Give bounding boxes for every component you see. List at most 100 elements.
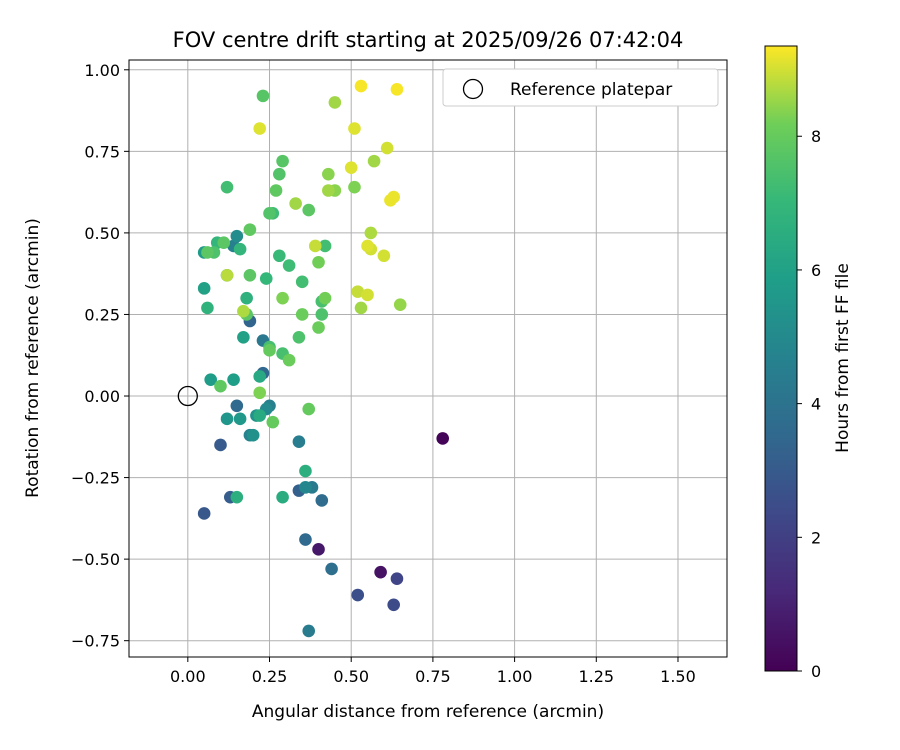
data-point [315,494,329,507]
data-point [292,435,306,448]
data-point [289,197,302,210]
data-point [233,242,247,256]
y-axis-ticks: −0.75 −0.50 −0.25 0.00 0.25 0.50 0.75 1.00 [71,61,129,651]
data-point [253,409,267,422]
data-point [269,184,283,197]
colorbar-tick-label: 8 [811,127,821,146]
colorbar-tick-label: 6 [811,261,821,280]
data-point [318,291,332,305]
colorbar-label: Hours from first FF file [833,263,853,453]
data-point [230,399,244,413]
data-point [233,412,247,426]
data-point [292,330,306,344]
data-point [387,190,400,204]
data-point [308,239,322,253]
data-point [312,543,325,556]
legend: Reference platepar [442,68,719,107]
data-point [276,490,289,504]
data-point [328,96,342,109]
data-point [237,330,250,344]
data-point [322,167,335,181]
data-point [299,481,312,494]
x-tick-label: 0.50 [333,667,369,686]
legend-entry-reference: Reference platepar [510,80,672,100]
data-point [220,412,234,426]
data-point [351,285,365,298]
data-point [374,565,387,579]
data-point [361,288,374,302]
y-tick-label: 0.00 [84,387,120,406]
data-point [276,154,289,168]
data-point [364,226,378,240]
x-tick-label: 1.50 [660,667,696,686]
data-point [390,572,404,586]
data-point [282,353,296,367]
y-tick-label: −0.75 [71,632,120,651]
data-point [302,624,316,638]
data-point [354,79,368,93]
data-point [380,141,394,155]
y-tick-label: −0.50 [71,550,120,569]
plot-frame [128,59,728,658]
data-point [197,507,211,520]
data-point [214,379,227,393]
data-point [315,308,329,321]
y-axis-label: Rotation from reference (arcmin) [23,218,43,498]
data-point [227,373,240,387]
data-point [220,269,234,282]
colorbar-tick-label: 0 [811,662,821,681]
data-point [273,249,286,263]
data-point [243,223,257,236]
x-tick-label: 1.25 [578,667,614,686]
data-point [197,282,211,295]
data-point [256,89,270,103]
y-tick-label: 1.00 [84,61,120,80]
reference-platepar-marker [177,385,198,407]
data-point [276,291,289,305]
data-point [348,122,361,135]
data-points [177,79,450,638]
data-point [263,344,276,357]
x-tick-label: 0.00 [170,667,206,686]
data-point [436,432,450,445]
y-tick-label: 0.75 [84,142,120,161]
data-point [273,167,286,181]
data-point [299,533,312,546]
data-point [312,321,325,334]
y-tick-label: 0.50 [84,224,120,243]
data-point [201,246,214,259]
colorbar-tick-label: 2 [811,528,821,547]
data-point [246,428,260,442]
data-point [204,373,217,387]
data-point [217,236,231,249]
data-point [282,259,296,272]
data-point [361,239,374,253]
data-point [302,203,316,217]
data-point [312,255,325,269]
data-point [377,249,391,263]
data-point [354,301,368,315]
data-point [295,308,309,321]
data-point [387,598,400,612]
chart-title: FOV centre drift starting at 2025/09/26 … [173,28,684,52]
colorbar: 0 2 4 6 8 Hours from first FF file [764,45,853,681]
legend-reference-marker [462,78,484,100]
plot-background [129,60,727,657]
data-point [390,83,404,96]
colorbar-ticks: 0 2 4 6 8 [797,127,821,681]
data-point [302,402,316,416]
data-point [243,269,257,282]
data-point [295,275,309,289]
x-tick-label: 0.75 [415,667,451,686]
data-point [393,298,407,311]
x-tick-label: 0.25 [252,667,288,686]
data-point [214,438,227,452]
data-point [237,304,250,318]
data-point [253,370,267,383]
data-point [263,207,276,220]
x-axis-label: Angular distance from reference (arcmin) [252,702,604,722]
x-axis-ticks: 0.00 0.25 0.50 0.75 1.00 1.25 1.50 [170,657,696,686]
data-point [299,464,312,478]
data-point [348,180,361,194]
